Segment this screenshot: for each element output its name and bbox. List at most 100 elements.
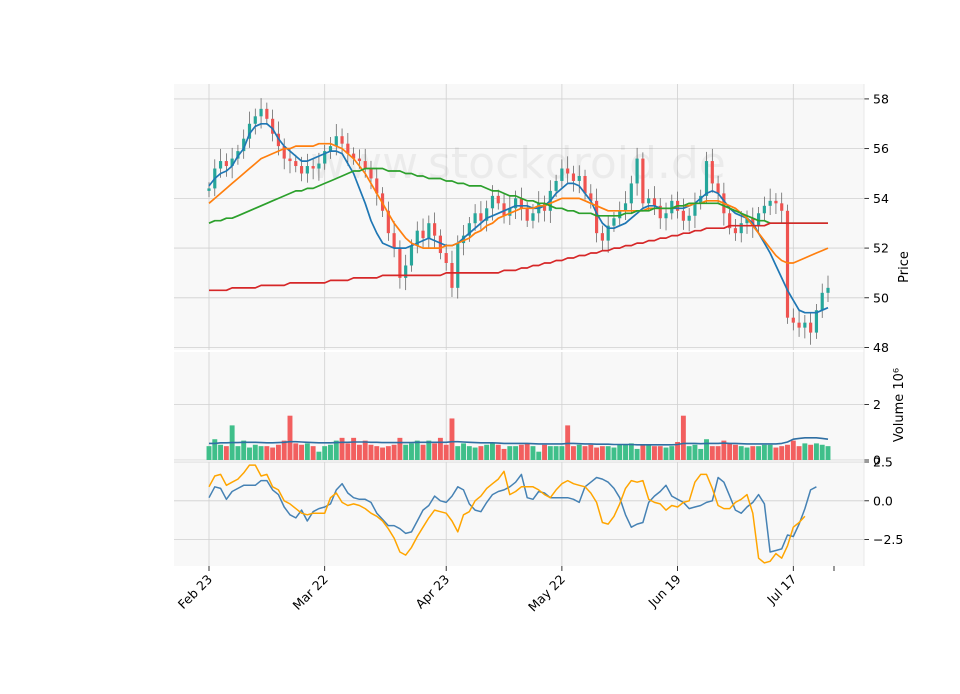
candle-body (814, 310, 819, 333)
candle-body (496, 195, 500, 204)
candle-body (623, 203, 628, 211)
volume-bar (594, 447, 600, 460)
candle (386, 201, 390, 241)
volume-bar (559, 446, 565, 460)
volume-bar (813, 443, 819, 460)
volume-bar (547, 446, 553, 460)
candle-body (479, 213, 483, 221)
volume-bar (223, 446, 229, 460)
candle-body (415, 230, 419, 246)
candle-body (554, 180, 558, 191)
volume-y-tick-label: 0 (873, 453, 881, 468)
candle-body (652, 198, 657, 206)
candle-body (635, 158, 639, 184)
x-tick-label: Mar 22 (289, 572, 330, 613)
candle-body (490, 195, 495, 209)
candle (716, 175, 720, 205)
candle (803, 314, 807, 339)
volume-bar (779, 446, 785, 460)
candle-body (618, 210, 622, 219)
candle-body (427, 223, 431, 239)
price-y-tick-label: 50 (873, 290, 889, 305)
candle-body (600, 233, 604, 241)
candle-body (820, 292, 824, 311)
candle-body (525, 208, 529, 221)
candle (704, 151, 709, 204)
volume-bar (738, 446, 744, 460)
volume-bar (732, 444, 738, 460)
volume-bar (484, 444, 490, 460)
candle-body (363, 161, 367, 169)
volume-bar (802, 443, 808, 460)
panel-1-background (174, 84, 864, 350)
volume-bar (756, 446, 762, 460)
candle-body (797, 322, 801, 328)
candle-body (369, 168, 373, 179)
candle-body (647, 198, 651, 204)
volume-bar (281, 440, 287, 460)
volume-bar (646, 444, 652, 460)
candle-body (595, 200, 599, 234)
candle-body (768, 200, 772, 206)
candle-body (386, 210, 390, 234)
candle (756, 207, 761, 232)
volume-bar (680, 415, 686, 460)
candle (652, 186, 657, 216)
candle (745, 210, 749, 234)
volume-bar (304, 443, 310, 460)
candle-body (751, 218, 755, 226)
candle (311, 158, 315, 180)
candle-body (259, 108, 263, 117)
candle-body (514, 198, 518, 209)
volume-bar (663, 447, 669, 460)
candlesticks (207, 98, 830, 345)
volume-bar (426, 440, 432, 460)
candle (687, 208, 691, 232)
volume-bar (299, 444, 305, 460)
candle (820, 283, 824, 318)
candle (450, 250, 454, 298)
candle-body (716, 183, 720, 194)
candle-body (207, 188, 211, 191)
volume-bar (605, 446, 611, 460)
candle-body (271, 118, 275, 134)
candle-body (357, 158, 362, 162)
candle-body (247, 123, 252, 139)
volume-bar (617, 444, 623, 460)
volume-bar (495, 444, 501, 460)
volume-bar (785, 444, 790, 460)
volume-bar (744, 447, 750, 460)
candle (224, 153, 228, 177)
candle (629, 175, 633, 215)
candle (566, 156, 570, 183)
candle (502, 194, 506, 224)
candle (317, 152, 321, 181)
candle-body (542, 203, 547, 211)
candle-body (577, 175, 581, 181)
volume-bar (397, 437, 403, 460)
price-y-tick-label: 48 (873, 340, 889, 355)
candle-body (421, 230, 425, 239)
candle (814, 304, 819, 339)
candle-body (253, 116, 257, 124)
candle (271, 109, 275, 142)
volume-bar (472, 447, 478, 460)
volume-bar (634, 448, 640, 460)
candle-body (641, 158, 645, 204)
candle (681, 198, 685, 230)
candle-body (704, 161, 709, 196)
price-ma-mid-line (208, 142, 829, 264)
candle (733, 218, 738, 241)
candle (340, 128, 344, 155)
x-tick-label: Apr 23 (412, 572, 452, 612)
volume-bar (675, 442, 681, 460)
volume-bar (432, 443, 438, 460)
price-y-tick-label: 58 (873, 91, 889, 106)
candle-body (531, 213, 535, 221)
volume-bar (628, 443, 634, 460)
candle (635, 147, 639, 196)
candle-body (664, 213, 668, 219)
candle-body (612, 218, 616, 226)
volume-bar (437, 437, 443, 460)
